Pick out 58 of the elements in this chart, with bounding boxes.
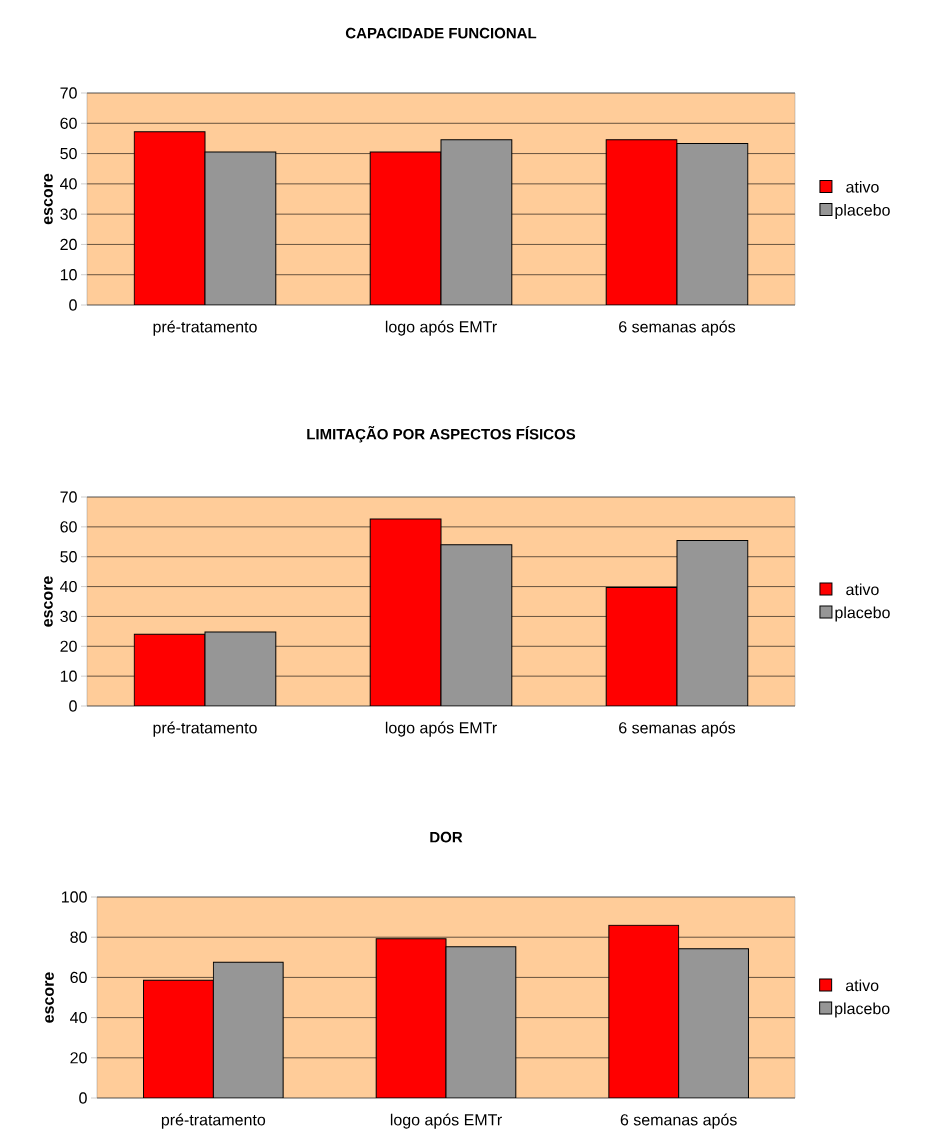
legend-label: ativo xyxy=(846,583,879,596)
bar xyxy=(212,961,284,1099)
legend-label: placebo xyxy=(835,1002,890,1018)
y-tick-label: 0 xyxy=(79,1092,87,1104)
chart-title: DOR xyxy=(430,831,463,843)
bar xyxy=(204,631,277,707)
x-tick-label: logo após EMTr xyxy=(390,1113,502,1129)
bar xyxy=(369,151,442,306)
y-tick-label: 70 xyxy=(60,491,77,503)
bar xyxy=(676,143,749,306)
y-tick-label: 70 xyxy=(60,87,77,99)
x-tick-label: 6 semanas após xyxy=(620,1113,737,1129)
y-tick-label: 10 xyxy=(60,269,77,281)
y-axis-title: escore xyxy=(44,576,53,627)
y-tick-label: 60 xyxy=(70,971,87,984)
y-tick-label: 30 xyxy=(60,208,77,220)
y-tick-label: 100 xyxy=(61,891,87,903)
x-tick-label: 6 semanas após xyxy=(619,320,736,336)
x-tick-label: pré-tratamento xyxy=(153,320,257,336)
y-axis-title: escore xyxy=(45,972,54,1023)
y-axis-title: escore xyxy=(44,173,53,225)
y-tick-label: 40 xyxy=(70,1011,87,1024)
legend-label: ativo xyxy=(845,979,879,992)
y-tick-label: 60 xyxy=(60,117,77,129)
y-tick-label: 50 xyxy=(60,147,77,160)
bar xyxy=(204,151,277,306)
y-tick-label: 10 xyxy=(60,670,77,682)
x-tick-label: 6 semanas após xyxy=(619,721,736,737)
bar xyxy=(440,544,513,707)
x-tick-label: pré-tratamento xyxy=(161,1113,266,1129)
y-tick-label: 20 xyxy=(70,1052,87,1064)
y-tick-label: 80 xyxy=(70,931,87,943)
bar xyxy=(369,518,442,707)
bar xyxy=(678,948,749,1099)
bar xyxy=(605,139,678,306)
chart-title: CAPACIDADE FUNCIONAL xyxy=(345,27,537,39)
y-tick-label: 0 xyxy=(69,299,77,311)
x-tick-label: logo após EMTr xyxy=(385,320,497,336)
y-tick-label: 40 xyxy=(60,580,77,593)
x-tick-label: pré-tratamento xyxy=(153,721,257,737)
legend-label: ativo xyxy=(846,180,879,193)
y-tick-label: 30 xyxy=(60,610,77,623)
y-tick-label: 40 xyxy=(60,178,77,190)
y-tick-label: 60 xyxy=(60,521,77,533)
y-tick-label: 20 xyxy=(60,640,77,652)
bar xyxy=(133,131,206,306)
chart-title: LIMITAÇÃO POR ASPECTOS FÍSICOS xyxy=(307,426,576,443)
legend-label: placebo xyxy=(835,606,890,622)
y-tick-label: 50 xyxy=(60,551,77,563)
bar xyxy=(676,540,749,707)
y-tick-label: 20 xyxy=(60,238,77,251)
bar xyxy=(133,633,206,707)
x-tick-label: logo após EMTr xyxy=(385,721,497,737)
bar xyxy=(605,586,678,707)
legend-label: placebo xyxy=(835,204,890,219)
bar xyxy=(440,139,513,306)
y-tick-label: 0 xyxy=(69,700,77,712)
bar xyxy=(445,946,517,1099)
